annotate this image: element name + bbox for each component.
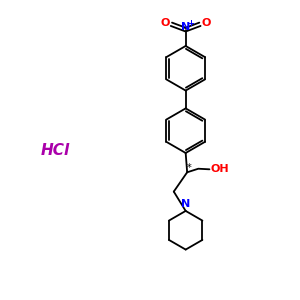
Text: N: N [181, 200, 190, 209]
Text: OH: OH [211, 164, 230, 174]
Text: HCl: HCl [40, 142, 70, 158]
Text: N: N [181, 22, 190, 32]
Text: O: O [160, 18, 170, 28]
Text: O: O [202, 18, 211, 28]
Text: *: * [186, 163, 191, 173]
Text: +: + [188, 19, 194, 28]
